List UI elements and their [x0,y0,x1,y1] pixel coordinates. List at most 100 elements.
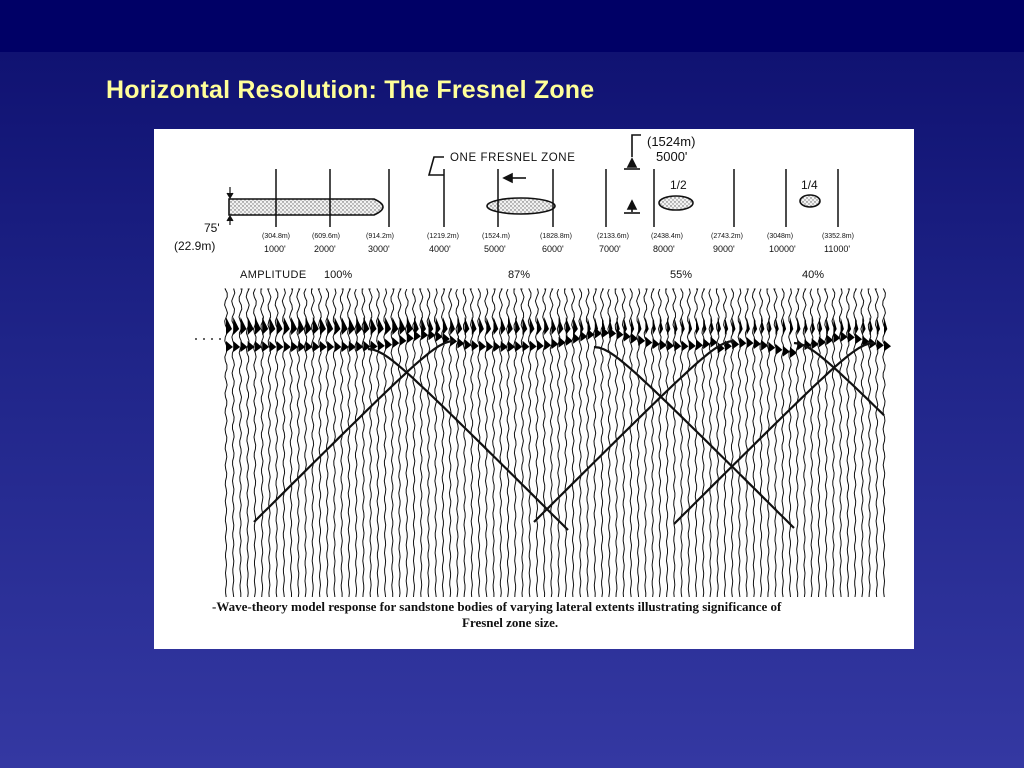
wavelet-lobe [283,317,290,335]
sandstone-body-one-zone [486,197,556,215]
reflector-lobe [782,345,790,357]
seismic-trace [795,288,800,598]
wavelet-lobe [233,317,240,335]
wavelet-lobe [818,317,823,335]
fresnel-zone-bracket [427,156,526,184]
slide-title: Horizontal Resolution: The Fresnel Zone [106,76,595,104]
reflector-lobe [291,341,299,352]
seismic-trace [672,288,677,598]
seismic-trace [592,288,597,598]
wavelet-lobe [551,317,557,335]
reflector-lobe [790,346,797,358]
wavelet-lobe [392,317,399,335]
seismic-trace [440,288,446,597]
distance-label-m: (609.6m) [312,233,340,240]
reflector-lobe [753,337,761,349]
wavelet-lobe [363,317,370,335]
reflector-lobe [775,343,783,355]
wavelet-lobe [826,317,830,335]
reflector-lobe [226,341,233,352]
station-lines [275,169,839,227]
reflector-lobe [283,341,291,352]
seismic-trace [303,288,308,598]
amplitude-value: 100% [324,269,352,281]
seismic-trace [383,288,388,598]
distance-label-m: (3352.8m) [822,233,854,240]
seismic-trace [274,288,279,598]
reflector-lobe [377,339,385,351]
reflector-lobe [435,330,443,342]
seismic-trace [231,288,236,598]
reflector-lobe [638,334,646,346]
seismic-trace [578,288,583,598]
reflector-lobe [840,331,848,343]
seismic-trace [390,288,395,597]
reflector-lobe [254,341,262,352]
reflector-lobe [761,339,769,351]
reflector-lobe [847,331,855,343]
seismic-trace [607,288,612,598]
reflector-lobe [580,330,588,342]
distance-label-m: (304.8m) [262,233,290,240]
seismic-trace [679,288,684,598]
wavelet-lobe [804,317,808,335]
amplitude-values: 100% 87% 55% 40% [324,269,824,281]
seismic-trace [469,288,474,598]
thickness-m: (22.9m) [174,239,215,253]
seismic-trace [643,288,648,598]
wavelet-lobe [327,317,334,335]
distance-label-m: (2133.6m) [597,233,629,240]
wavelet-lobe [406,317,413,335]
reflector-lobe [247,341,255,352]
reflector-lobe [233,341,241,352]
wavelet-lobe [645,317,649,335]
wavelet-lobe [573,317,578,335]
seismic-trace [766,288,771,598]
diffraction-curve [673,341,875,525]
reflector-lobe [312,341,320,352]
wavelet-lobe [508,317,513,335]
reflector-lobe [262,341,270,352]
reflector-lobe [240,341,248,352]
seismic-trace [252,288,257,598]
marker-dot [219,338,221,340]
seismic-trace [838,288,843,598]
seismic-trace [686,288,691,598]
amplitude-value: 87% [508,269,530,281]
reflector-lobe [674,340,682,352]
top-band [0,0,1024,52]
wavelet-lobe [869,317,873,335]
seismic-trace [505,288,510,598]
reflector-lobe [833,332,841,344]
reflector-lobe [573,332,581,344]
seismic-trace [715,288,720,598]
distance-label-ft: 1000' [264,244,286,254]
distance-label-ft: 8000' [653,244,675,254]
seismic-trace [534,288,539,598]
wavelet-lobe [276,317,283,335]
reflector-lobe [623,330,631,342]
fraction-half: 1/2 [670,178,687,192]
reflector-lobe [356,340,364,352]
seismic-trace [816,288,821,598]
seismic-trace [694,288,699,598]
seismic-trace [310,288,315,598]
seismic-trace [513,288,518,598]
wavelet-lobe [254,317,261,335]
wavelet-lobe [348,317,355,335]
reflector-lobe [348,340,356,352]
seismic-traces [195,288,891,598]
seismic-trace [433,288,438,598]
sandstone-body-large [228,198,384,216]
distance-label-m: (1828.8m) [540,233,572,240]
reflector-lobe [681,340,689,352]
wavelet-lobe [876,317,881,335]
width-bracket [624,134,641,214]
wavelet-lobe [529,317,535,335]
wavelet-lobe [652,317,656,335]
wavelet-lobe [414,317,419,335]
reflector-lobe [884,340,891,352]
wavelet-lobe [515,317,520,335]
wavelet-lobe [262,317,269,335]
seismic-trace [882,288,886,598]
